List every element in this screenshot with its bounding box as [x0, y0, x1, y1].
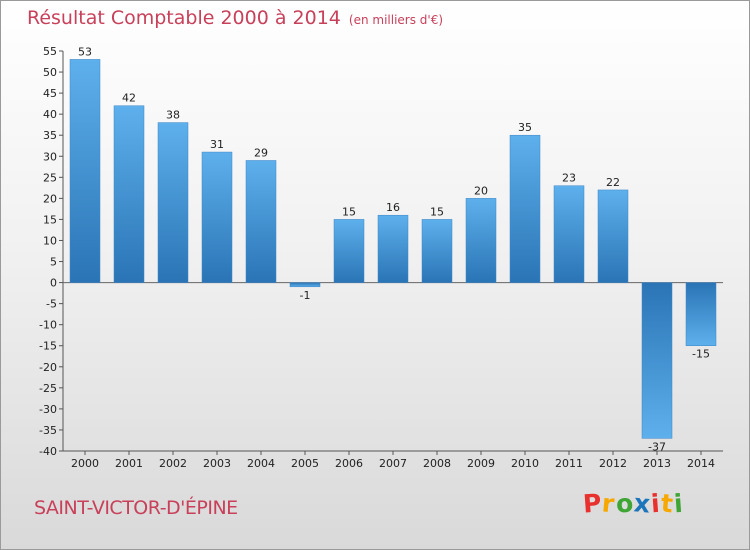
bar-2014	[685, 282, 717, 346]
y-tick-label: 0	[50, 277, 57, 290]
y-tick-label: 25	[43, 171, 57, 184]
bar-2012	[597, 189, 629, 283]
data-label-2002: 38	[166, 109, 180, 122]
bar-2011	[553, 185, 585, 283]
chart-title: Résultat Comptable 2000 à 2014	[27, 7, 341, 29]
x-tick-label: 2009	[467, 457, 495, 470]
y-tick-label: 10	[43, 234, 57, 247]
data-label-2006: 15	[342, 205, 356, 218]
data-label-2013: -37	[648, 440, 666, 453]
bar-2005	[289, 282, 321, 288]
x-axis: 2000 2001 2002 2003 2004 2005 2006 2007 2008 2009…	[63, 282, 723, 470]
x-tick-label: 2007	[379, 457, 407, 470]
logo-letter: i	[672, 488, 685, 519]
y-tick-label: 35	[43, 129, 57, 142]
x-tick-label: 2012	[599, 457, 627, 470]
y-tick-label: 20	[43, 192, 57, 205]
y-tick-label: -15	[39, 340, 57, 353]
data-label-2005: -1	[300, 289, 311, 302]
data-label-2012: 22	[606, 176, 620, 189]
bar-2013	[641, 282, 673, 439]
x-tick-label: 2008	[423, 457, 451, 470]
bar-2008	[421, 219, 453, 283]
title-line: Résultat Comptable 2000 à 2014 (en millie…	[27, 7, 443, 29]
data-label-2004: 29	[254, 146, 268, 159]
y-tick-label: -40	[39, 445, 57, 458]
y-tick-label: 15	[43, 213, 57, 226]
y-tick-label: -30	[39, 403, 57, 416]
bar-2009	[465, 198, 497, 283]
x-tick-label: 2014	[687, 457, 715, 470]
bar-2002	[157, 122, 189, 283]
data-label-2001: 42	[122, 92, 136, 105]
bar-2007	[377, 214, 409, 283]
data-label-2008: 15	[430, 205, 444, 218]
x-tick-label: 2006	[335, 457, 363, 470]
bar-2010	[509, 134, 541, 283]
chart-subtitle: (en milliers d'€)	[348, 13, 444, 27]
data-label-2010: 35	[518, 121, 532, 134]
bar-2001	[113, 105, 145, 283]
y-tick-label: -35	[39, 424, 57, 437]
x-tick-label: 2005	[291, 457, 319, 470]
proxiti-logo: Proxiti	[582, 488, 685, 519]
y-tick-label: 45	[43, 87, 57, 100]
bar-2003	[201, 151, 233, 283]
y-tick-label: 40	[43, 108, 57, 121]
y-tick-label: -20	[39, 361, 57, 374]
x-tick-label: 2001	[115, 457, 143, 470]
y-tick-label: 30	[43, 150, 57, 163]
logo-letter: o	[614, 488, 635, 519]
x-tick-label: 2010	[511, 457, 539, 470]
y-tick-label: -5	[46, 298, 57, 311]
x-tick-label: 2000	[71, 457, 99, 470]
y-tick-label: -25	[39, 382, 57, 395]
data-labels: 53 42 38 31 29 -1 15 16 15 20 35 23 22 -37 -15	[78, 45, 710, 453]
x-tick-label: 2011	[555, 457, 583, 470]
data-label-2003: 31	[210, 138, 224, 151]
commune-name: SAINT-VICTOR-D'ÉPINE	[34, 497, 238, 519]
y-tick-label: -10	[39, 319, 57, 332]
bars	[69, 59, 717, 439]
data-label-2014: -15	[692, 348, 710, 361]
bar-2000	[69, 59, 101, 283]
x-tick-label: 2002	[159, 457, 187, 470]
y-tick-label: 5	[50, 256, 57, 269]
y-axis: 5550454035302520151050-5-10-15-20-25-30-…	[39, 45, 64, 458]
y-tick-label: 55	[43, 45, 57, 58]
y-tick-label: 50	[43, 66, 57, 79]
x-tick-label: 2013	[643, 457, 671, 470]
bar-2006	[333, 219, 365, 283]
data-label-2000: 53	[78, 45, 92, 58]
data-label-2011: 23	[562, 172, 576, 185]
x-tick-label: 2003	[203, 457, 231, 470]
data-label-2009: 20	[474, 184, 488, 197]
data-label-2007: 16	[386, 201, 400, 214]
bar-2004	[245, 160, 277, 283]
x-tick-label: 2004	[247, 457, 275, 470]
